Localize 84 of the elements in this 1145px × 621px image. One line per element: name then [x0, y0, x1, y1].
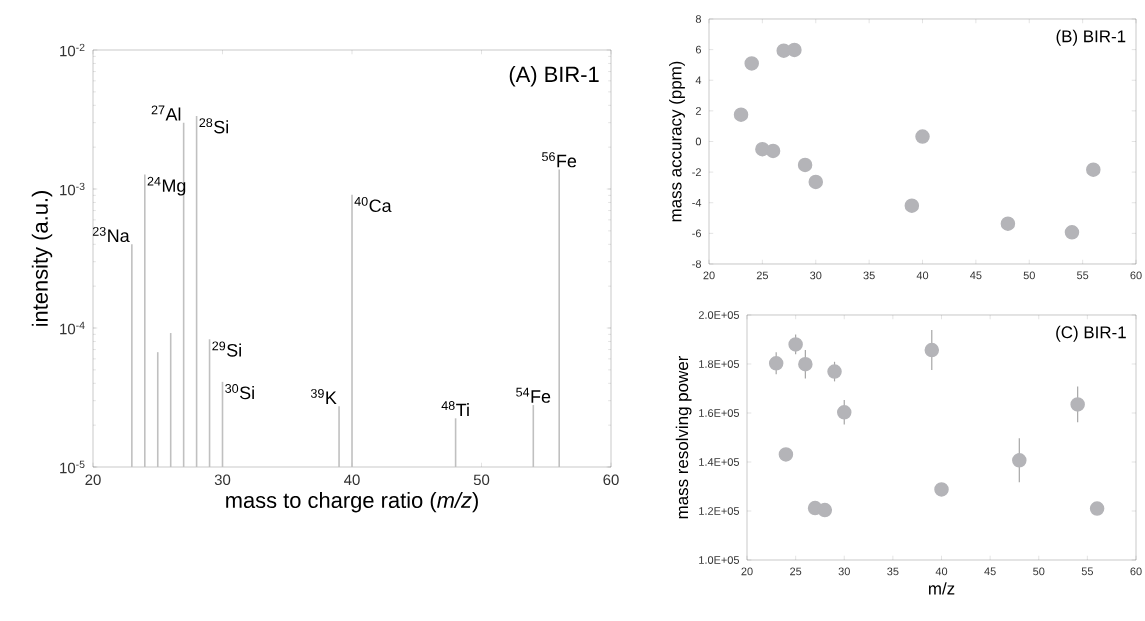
x-tick-label: 20	[741, 567, 753, 576]
annotation: $^{30}$Si	[225, 384, 254, 400]
y-tick-label: 10$^{-2}$	[60, 43, 85, 57]
x-tick-label: 25	[790, 567, 802, 576]
annotation: $^{23}$Na	[92, 226, 130, 243]
y-tick-label: 8	[695, 15, 701, 23]
point	[817, 502, 833, 518]
annotation: $^{28}$Si	[199, 118, 228, 134]
x-tick-label: 40	[916, 271, 929, 280]
y-tick-label: 10$^{-5}$	[60, 460, 85, 474]
annotation: $^{54}$Fe	[516, 387, 551, 403]
annotation: $^{24}$Mg	[147, 176, 186, 196]
y-tick-label: -6	[692, 229, 701, 238]
x-axis-title: mass to charge ratio (m/z)	[226, 491, 478, 513]
y-axis-title: intensity (a.u.)	[31, 191, 53, 326]
annotation: $^{40}$Ca	[354, 196, 392, 213]
y-tick-label: 1.8E+05	[699, 360, 740, 368]
text: (A) BIR-1	[509, 66, 599, 87]
x-tick-label: 40	[935, 567, 948, 576]
y-tick-label: 2.0E+05	[698, 311, 740, 319]
y-tick-label: -4	[692, 198, 702, 207]
x-tick-label: 30	[214, 474, 231, 486]
text: (B) BIR-1	[1056, 29, 1126, 46]
point	[827, 364, 842, 379]
y-tick-label: 10$^{-4}$	[60, 321, 85, 335]
x-tick-label: 55	[1076, 271, 1089, 280]
point	[915, 129, 930, 144]
text: (C) BIR-1	[1056, 325, 1126, 342]
point	[837, 405, 852, 420]
y-tick-label: -8	[692, 260, 701, 268]
annotation: $^{48}$Ti	[441, 401, 469, 417]
y-tick-label: -2	[692, 168, 701, 176]
point	[808, 174, 824, 190]
y-tick-label: 1.6E+05	[699, 409, 740, 417]
y-axis-title: mass accuracy (ppm)	[669, 61, 685, 222]
y-axis-title: mass resolving power	[675, 355, 692, 519]
annotation: $^{56}$Fe	[542, 152, 577, 168]
annotation: $^{27}$Al	[151, 105, 181, 121]
point	[1064, 225, 1080, 240]
x-tick-label: 30	[810, 271, 822, 280]
y-tick-label: 4	[695, 76, 702, 85]
y-tick-label: 6	[695, 45, 701, 54]
point	[787, 42, 802, 58]
y-tick-label: 1.0E+05	[699, 556, 740, 564]
annotation: $^{29}$Si	[212, 341, 241, 357]
y-tick-label: 1.2E+05	[699, 507, 740, 515]
x-tick-label: 20	[85, 474, 101, 486]
y-tick-label: 1.4E+05	[699, 458, 740, 466]
x-tick-label: 60	[603, 474, 619, 486]
point	[798, 356, 813, 372]
point	[1000, 216, 1016, 231]
point	[924, 342, 940, 358]
x-tick-label: 50	[1033, 567, 1045, 576]
y-tick-label: 0	[695, 137, 702, 146]
point	[768, 356, 784, 371]
x-tick-label: 50	[1023, 271, 1035, 280]
point	[788, 337, 803, 352]
x-tick-label: 45	[984, 567, 996, 576]
y-tick-label: 2	[695, 107, 701, 115]
x-tick-label: 60	[1130, 271, 1142, 280]
point	[744, 56, 759, 71]
y-tick-label: 10$^{-3}$	[60, 182, 85, 196]
x-tick-label: 45	[970, 271, 982, 280]
x-tick-label: 35	[863, 271, 875, 280]
x-tick-label: 50	[473, 474, 490, 486]
point	[1070, 397, 1085, 412]
annotation: $^{39}$K	[310, 388, 337, 404]
x-tick-label: 20	[703, 271, 715, 280]
x-axis-title: m/z	[928, 582, 955, 595]
point	[1089, 501, 1105, 516]
point	[934, 482, 949, 497]
x-tick-label: 60	[1130, 567, 1142, 576]
point	[1012, 453, 1027, 468]
x-tick-label: 40	[344, 474, 360, 486]
point	[778, 447, 794, 462]
point	[765, 143, 781, 159]
point	[797, 157, 813, 173]
x-tick-label: 25	[756, 271, 769, 280]
x-tick-label: 55	[1081, 567, 1094, 576]
x-tick-label: 30	[838, 567, 850, 576]
point	[733, 107, 749, 122]
point	[904, 198, 920, 213]
point	[1086, 162, 1101, 177]
x-tick-label: 35	[887, 567, 899, 576]
